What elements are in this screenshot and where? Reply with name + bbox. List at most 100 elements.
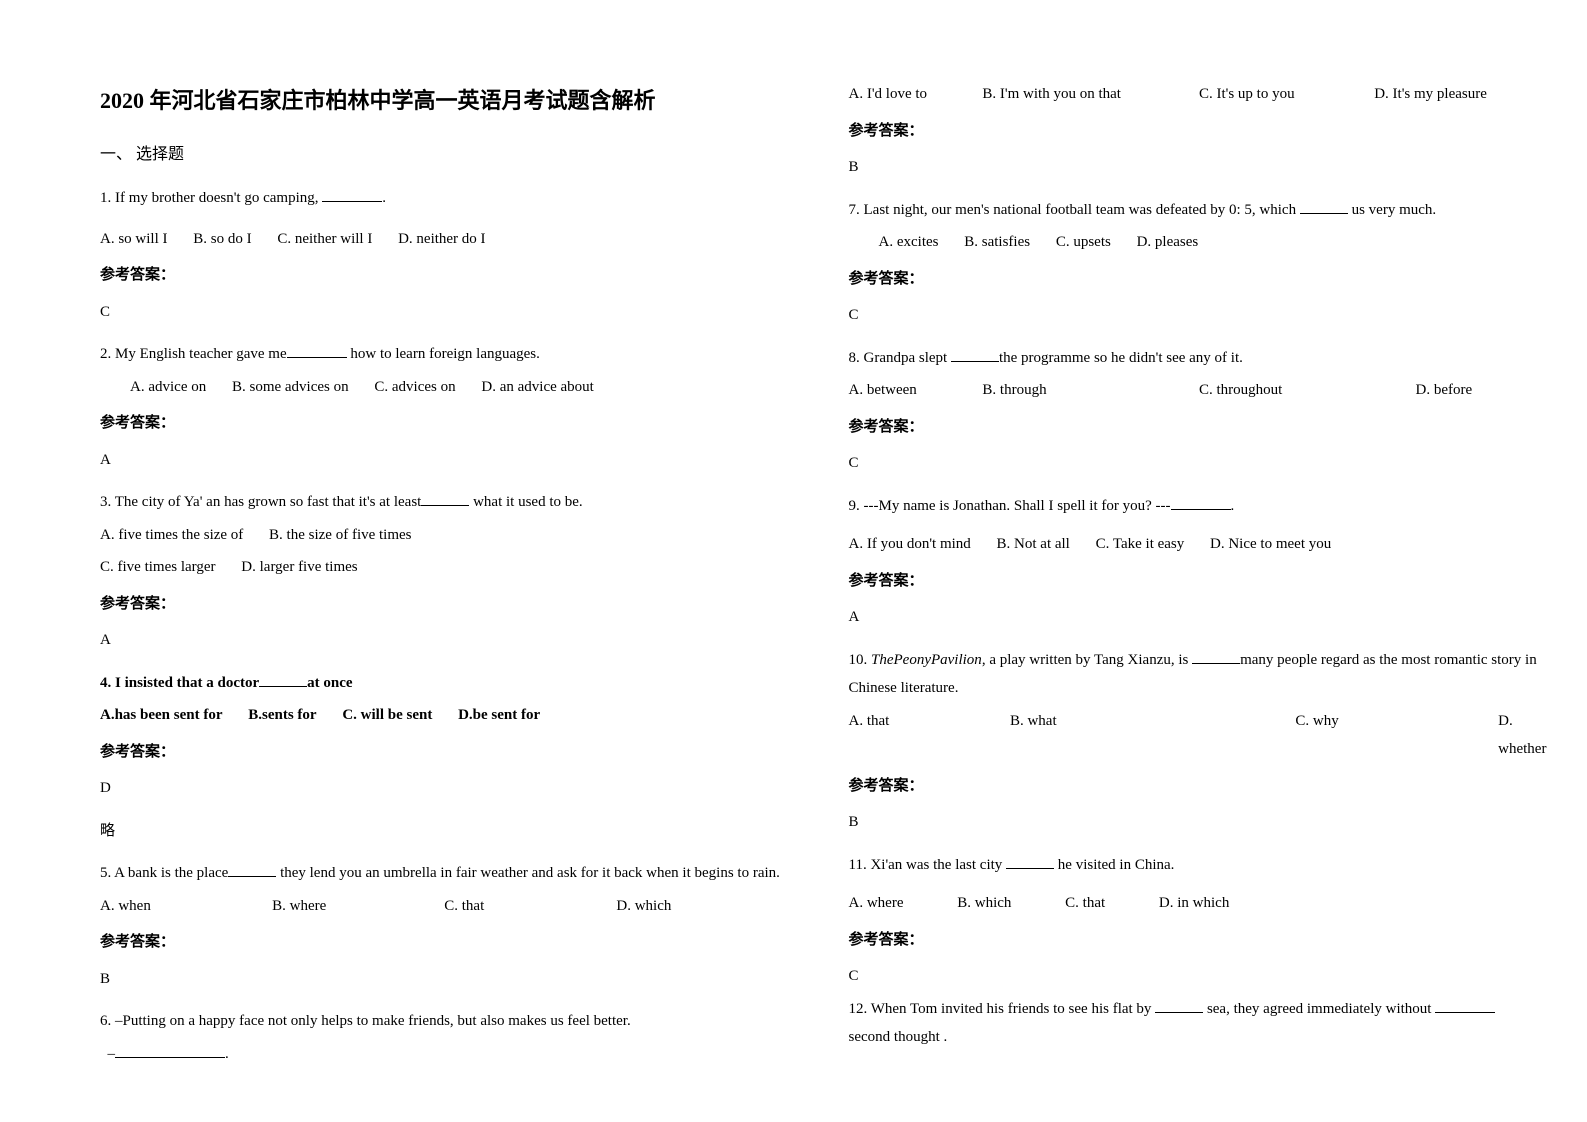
q12-stem-mid: sea, they agreed immediately without: [1203, 1001, 1435, 1017]
q1-opt-b: B. so do I: [193, 225, 251, 254]
q6-answer: B: [849, 153, 1538, 182]
answer-label: 参考答案：: [100, 590, 789, 619]
q10-play: ThePeonyPavilion: [871, 652, 982, 668]
q1-answer: C: [100, 298, 789, 327]
q8-stem-pre: 8. Grandpa slept: [849, 350, 951, 366]
q6-opt-d: D. It's my pleasure: [1374, 80, 1537, 109]
q6-post: .: [225, 1046, 229, 1062]
q10-opt-d: D. whether: [1498, 707, 1537, 764]
q9-answer: A: [849, 603, 1538, 632]
q8-answer: C: [849, 449, 1538, 478]
answer-label: 参考答案：: [100, 738, 789, 767]
q2-answer: A: [100, 446, 789, 475]
q4-opt-b: B.sents for: [248, 701, 316, 730]
q11-opt-d: D. in which: [1159, 889, 1229, 918]
q2-opt-c: C. advices on: [374, 373, 455, 402]
q5-opt-d: D. which: [616, 892, 788, 921]
q4-opt-c: C. will be sent: [342, 701, 432, 730]
answer-label: 参考答案：: [849, 265, 1538, 294]
q1-opt-a: A. so will I: [100, 225, 168, 254]
q10-opt-c: C. why: [1295, 707, 1498, 764]
blank: [259, 672, 307, 687]
q10-opt-b: B. what: [1010, 707, 1295, 764]
q1-stem-post: .: [382, 190, 386, 206]
q8-opt-a: A. between: [849, 376, 983, 405]
q3-options-row2: C. five times larger D. larger five time…: [100, 553, 789, 582]
q4-answer: D: [100, 774, 789, 803]
q6-opt-c: C. It's up to you: [1199, 80, 1374, 109]
answer-label: 参考答案：: [849, 413, 1538, 442]
q1-options: A. so will I B. so do I C. neither will …: [100, 225, 789, 254]
q5-opt-a: A. when: [100, 892, 272, 921]
answer-label: 参考答案：: [849, 926, 1538, 955]
q7-stem-post: us very much.: [1348, 202, 1436, 218]
q7-opt-a: A. excites: [879, 228, 939, 257]
q10-stem-pre: 10.: [849, 652, 872, 668]
q2-stem-pre: 2. My English teacher gave me: [100, 346, 287, 362]
q4-opt-a: A.has been sent for: [100, 701, 223, 730]
q5-stem-pre: 5. A bank is the place: [100, 865, 228, 881]
q1-stem: 1. If my brother doesn't go camping, .: [100, 184, 789, 213]
q12-stem: 12. When Tom invited his friends to see …: [849, 995, 1538, 1052]
answer-label: 参考答案：: [849, 567, 1538, 596]
q6-dash: –: [108, 1046, 116, 1062]
answer-label: 参考答案：: [100, 928, 789, 957]
q4-stem-post: at once: [307, 675, 352, 691]
q5-opt-c: C. that: [444, 892, 616, 921]
q3-stem-pre: 3. The city of Ya' an has grown so fast …: [100, 494, 421, 510]
q1-opt-d: D. neither do I: [398, 225, 485, 254]
q3-answer: A: [100, 626, 789, 655]
section-heading: 一、 选择题: [100, 140, 789, 170]
q1-stem-pre: 1. If my brother doesn't go camping,: [100, 190, 322, 206]
blank: [421, 492, 469, 507]
q8-opt-c: C. throughout: [1199, 376, 1416, 405]
q3-opt-a: A. five times the size of: [100, 521, 243, 550]
answer-label: 参考答案：: [100, 409, 789, 438]
q9-options: A. If you don't mind B. Not at all C. Ta…: [849, 530, 1538, 559]
q6-options: A. I'd love to B. I'm with you on that C…: [849, 80, 1538, 109]
q10-stem: 10. ThePeonyPavilion, a play written by …: [849, 646, 1538, 703]
q6-stem: 6. –Putting on a happy face not only hel…: [100, 1007, 789, 1036]
q11-stem-post: he visited in China.: [1054, 857, 1174, 873]
answer-label: 参考答案：: [849, 772, 1538, 801]
q4-stem-pre: 4. I insisted that a doctor: [100, 675, 259, 691]
q9-stem-pre: 9. ---My name is Jonathan. Shall I spell…: [849, 498, 1171, 514]
q2-opt-a: A. advice on: [130, 373, 206, 402]
q12-stem-post: second thought .: [849, 1029, 948, 1045]
blank: [1171, 495, 1231, 510]
blank: [1155, 998, 1203, 1013]
q5-opt-b: B. where: [272, 892, 444, 921]
q8-opt-d: D. before: [1416, 376, 1537, 405]
q10-opt-a: A. that: [849, 707, 1010, 764]
blank: [951, 347, 999, 362]
q5-answer: B: [100, 965, 789, 994]
blank: [322, 188, 382, 203]
q10-stem-mid: , a play written by Tang Xianzu, is: [982, 652, 1192, 668]
q10-options: A. that B. what C. why D. whether: [849, 707, 1538, 764]
q3-opt-d: D. larger five times: [241, 553, 357, 582]
blank: [1006, 854, 1054, 869]
blank: [1300, 199, 1348, 214]
q11-opt-b: B. which: [957, 889, 1011, 918]
q8-stem: 8. Grandpa slept the programme so he did…: [849, 344, 1538, 373]
q4-note: 略: [100, 817, 789, 846]
q9-opt-a: A. If you don't mind: [849, 530, 971, 559]
q11-answer: C: [849, 962, 1538, 991]
blank: [228, 863, 276, 878]
q11-opt-a: A. where: [849, 889, 904, 918]
q6-opt-b: B. I'm with you on that: [982, 80, 1199, 109]
q1-opt-c: C. neither will I: [277, 225, 372, 254]
q8-options: A. between B. through C. throughout D. b…: [849, 376, 1538, 405]
q12-stem-pre: 12. When Tom invited his friends to see …: [849, 1001, 1156, 1017]
q10-answer: B: [849, 808, 1538, 837]
q6-opt-a: A. I'd love to: [849, 80, 983, 109]
q7-opt-b: B. satisfies: [964, 228, 1030, 257]
q5-options: A. when B. where C. that D. which: [100, 892, 789, 921]
q8-stem-post: the programme so he didn't see any of it…: [999, 350, 1243, 366]
q7-stem: 7. Last night, our men's national footba…: [849, 196, 1538, 225]
blank: [287, 344, 347, 359]
q3-stem-post: what it used to be.: [469, 494, 582, 510]
q9-opt-b: B. Not at all: [997, 530, 1070, 559]
blank: [115, 1043, 225, 1058]
q3-options-row1: A. five times the size of B. the size of…: [100, 521, 789, 550]
